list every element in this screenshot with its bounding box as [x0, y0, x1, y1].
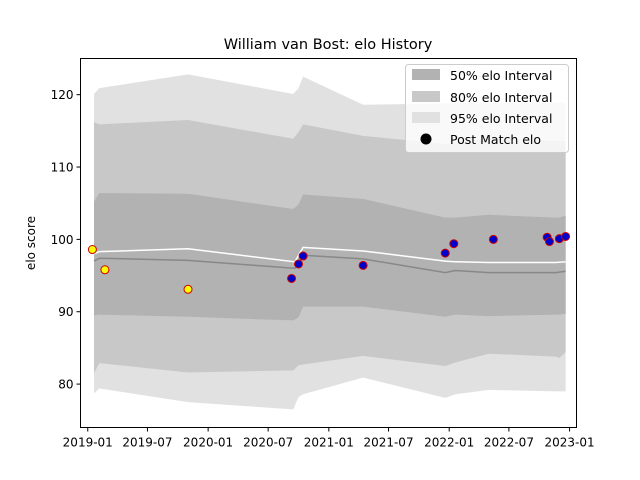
- median-elo-line: [93, 254, 566, 274]
- y-tick-label: 110: [51, 161, 74, 175]
- x-tick-label: 2021-01: [304, 436, 354, 450]
- post-match-point: [488, 234, 498, 244]
- legend-label-post-match: Post Match elo: [450, 132, 541, 147]
- post-match-point: [100, 265, 110, 275]
- post-match-point: [544, 237, 554, 247]
- x-tick-label: 2019-01: [63, 436, 113, 450]
- legend-marker-post-match: [420, 133, 432, 145]
- x-tick-label: 2021-07: [363, 436, 413, 450]
- post-match-point: [440, 248, 450, 258]
- legend-box: [405, 64, 569, 153]
- post-match-point: [183, 284, 193, 294]
- y-tick-label: 90: [58, 305, 73, 319]
- legend-swatch-95: [412, 112, 440, 123]
- legend: 50% elo Interval 80% elo Interval 95% el…: [405, 64, 569, 153]
- x-tick-label: 2022-07: [484, 436, 534, 450]
- legend-swatch-80: [412, 91, 440, 102]
- plot-area: [87, 74, 571, 410]
- y-tick-label: 80: [58, 378, 73, 392]
- expected-elo-line: [93, 246, 566, 264]
- x-tick-label: 2023-01: [545, 436, 595, 450]
- post-match-point: [293, 259, 303, 269]
- post-match-point: [358, 260, 368, 270]
- post-match-point: [449, 239, 459, 249]
- post-match-point: [87, 245, 97, 255]
- legend-label-95: 95% elo Interval: [450, 111, 552, 126]
- post-match-point: [561, 231, 571, 241]
- y-tick-label: 120: [51, 88, 74, 102]
- chart-title: William van Bost: elo History: [224, 37, 433, 53]
- post-match-point: [287, 273, 297, 283]
- y-axis: 80 90 100 110 120: [51, 88, 81, 392]
- post-match-point: [298, 251, 308, 261]
- x-tick-label: 2020-01: [183, 436, 233, 450]
- x-axis: 2019-01 2019-07 2020-01 2020-07 2021-01 2021-…: [63, 427, 595, 450]
- legend-label-80: 80% elo Interval: [450, 90, 552, 105]
- y-tick-label: 100: [51, 233, 74, 247]
- x-tick-label: 2020-07: [243, 436, 293, 450]
- x-tick-label: 2022-01: [424, 436, 474, 450]
- legend-swatch-50: [412, 69, 440, 80]
- y-axis-label: elo score: [24, 216, 38, 270]
- legend-label-50: 50% elo Interval: [450, 68, 552, 83]
- x-tick-label: 2019-07: [122, 436, 172, 450]
